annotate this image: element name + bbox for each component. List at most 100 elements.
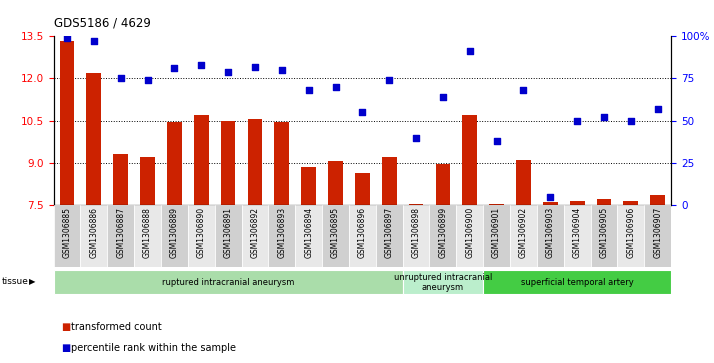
Text: GSM1306892: GSM1306892: [251, 207, 259, 258]
Bar: [403, 205, 430, 267]
Text: ■: ■: [61, 322, 70, 332]
Point: [330, 84, 341, 90]
Point: [115, 76, 126, 81]
Bar: [436, 164, 451, 205]
Bar: [221, 121, 236, 205]
Bar: [382, 157, 396, 205]
Text: GSM1306907: GSM1306907: [653, 207, 662, 258]
Text: GSM1306894: GSM1306894: [304, 207, 313, 258]
Point: [249, 64, 261, 70]
Bar: [623, 201, 638, 205]
Text: GSM1306893: GSM1306893: [277, 207, 286, 258]
Text: transformed count: transformed count: [71, 322, 162, 332]
Bar: [376, 205, 403, 267]
Bar: [463, 115, 477, 205]
Bar: [564, 205, 590, 267]
Bar: [430, 205, 456, 267]
Point: [437, 94, 448, 100]
Bar: [355, 173, 370, 205]
Text: GSM1306886: GSM1306886: [89, 207, 99, 258]
Point: [276, 67, 288, 73]
Bar: [215, 205, 241, 267]
Point: [142, 77, 154, 83]
Text: GSM1306905: GSM1306905: [600, 207, 608, 258]
Text: GSM1306885: GSM1306885: [63, 207, 71, 258]
Text: tissue: tissue: [2, 277, 29, 286]
Text: GSM1306903: GSM1306903: [545, 207, 555, 258]
Bar: [194, 115, 208, 205]
Bar: [322, 205, 349, 267]
Bar: [590, 205, 618, 267]
Text: ▶: ▶: [29, 277, 35, 286]
Bar: [59, 41, 74, 205]
Bar: [483, 205, 510, 267]
Text: GSM1306887: GSM1306887: [116, 207, 125, 258]
Text: GSM1306904: GSM1306904: [573, 207, 582, 258]
Point: [169, 65, 180, 71]
Point: [61, 35, 73, 41]
Text: ■: ■: [61, 343, 70, 354]
Bar: [328, 162, 343, 205]
Bar: [248, 119, 262, 205]
Text: GSM1306895: GSM1306895: [331, 207, 340, 258]
Bar: [188, 205, 215, 267]
Bar: [295, 205, 322, 267]
Text: percentile rank within the sample: percentile rank within the sample: [71, 343, 236, 354]
Bar: [167, 122, 182, 205]
Text: GSM1306902: GSM1306902: [519, 207, 528, 258]
Bar: [134, 205, 161, 267]
Point: [625, 118, 637, 123]
Text: GSM1306891: GSM1306891: [223, 207, 233, 258]
Bar: [618, 205, 644, 267]
Bar: [537, 205, 564, 267]
Text: GSM1306906: GSM1306906: [626, 207, 635, 258]
Text: GSM1306897: GSM1306897: [385, 207, 393, 258]
Bar: [403, 270, 483, 294]
Text: ruptured intracranial aneurysm: ruptured intracranial aneurysm: [162, 278, 294, 287]
Text: GSM1306896: GSM1306896: [358, 207, 367, 258]
Bar: [483, 270, 671, 294]
Bar: [274, 122, 289, 205]
Bar: [489, 204, 504, 205]
Text: GSM1306899: GSM1306899: [438, 207, 448, 258]
Point: [545, 194, 556, 200]
Bar: [408, 204, 423, 205]
Bar: [107, 205, 134, 267]
Point: [303, 87, 314, 93]
Text: GSM1306890: GSM1306890: [197, 207, 206, 258]
Text: superficial temporal artery: superficial temporal artery: [521, 278, 633, 287]
Bar: [644, 205, 671, 267]
Bar: [114, 154, 128, 205]
Text: GSM1306888: GSM1306888: [143, 207, 152, 258]
Bar: [54, 270, 403, 294]
Bar: [54, 205, 81, 267]
Bar: [570, 201, 585, 205]
Point: [518, 87, 529, 93]
Point: [491, 138, 503, 144]
Bar: [301, 167, 316, 205]
Bar: [650, 195, 665, 205]
Text: GSM1306889: GSM1306889: [170, 207, 179, 258]
Bar: [268, 205, 295, 267]
Bar: [241, 205, 268, 267]
Text: GSM1306898: GSM1306898: [411, 207, 421, 258]
Bar: [140, 157, 155, 205]
Point: [411, 135, 422, 140]
Point: [88, 38, 99, 44]
Text: GSM1306901: GSM1306901: [492, 207, 501, 258]
Bar: [510, 205, 537, 267]
Point: [571, 118, 583, 123]
Bar: [349, 205, 376, 267]
Bar: [456, 205, 483, 267]
Bar: [161, 205, 188, 267]
Bar: [543, 202, 558, 205]
Point: [464, 49, 476, 54]
Bar: [81, 205, 107, 267]
Bar: [86, 73, 101, 205]
Text: GDS5186 / 4629: GDS5186 / 4629: [54, 16, 151, 29]
Bar: [516, 160, 531, 205]
Text: unruptured intracranial
aneurysm: unruptured intracranial aneurysm: [393, 273, 492, 292]
Point: [222, 69, 233, 75]
Point: [357, 109, 368, 115]
Point: [598, 114, 610, 120]
